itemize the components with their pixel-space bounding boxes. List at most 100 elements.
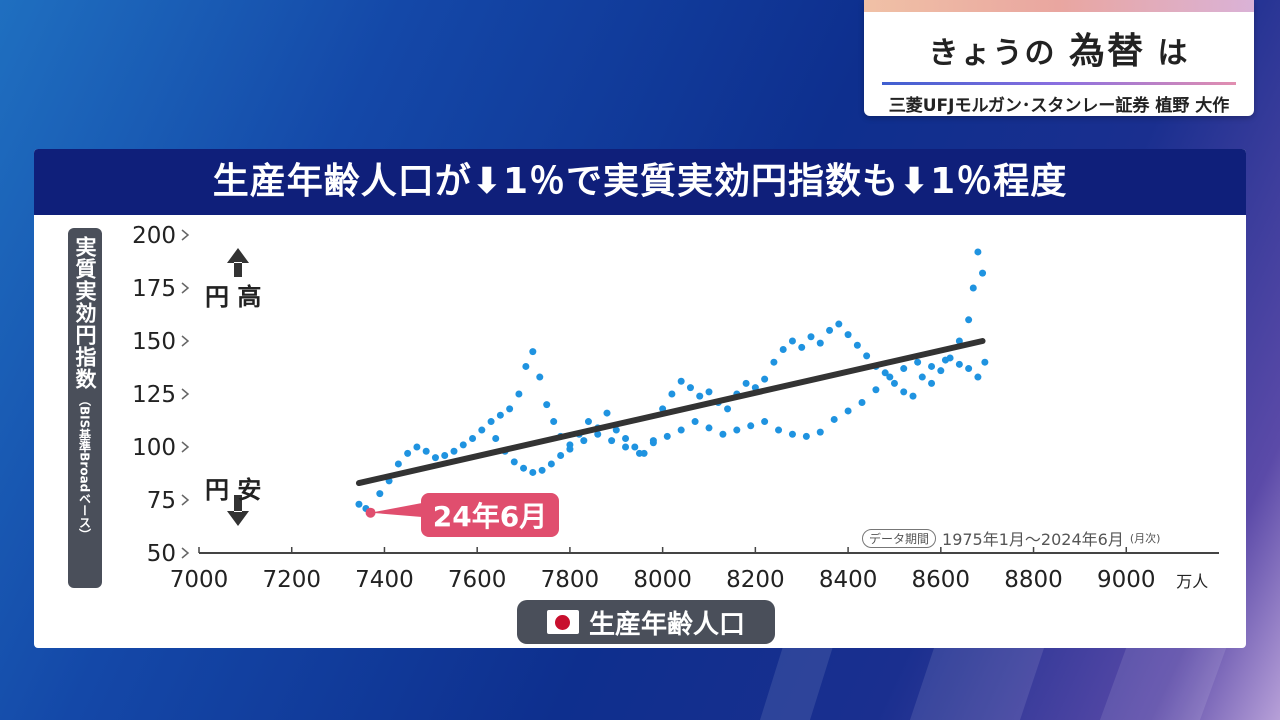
y-tick-arrow (181, 388, 190, 400)
data-point (937, 367, 945, 375)
data-point (807, 333, 815, 341)
data-point (965, 365, 973, 373)
data-point (566, 445, 574, 453)
x-tick-label: 9000 (1097, 567, 1156, 593)
scatter-chart: 7000 7200 7400 7600 7800 8000 8200 8400 8600 8800… (132, 223, 1219, 593)
data-point (663, 432, 671, 440)
data-point (969, 284, 977, 292)
direction-arrows (227, 248, 249, 526)
yen-low-label: 円 安 (205, 476, 262, 504)
period-tag: データ期間 (862, 528, 937, 548)
data-point (649, 439, 657, 447)
data-point (622, 443, 630, 451)
x-tick-label: 8000 (633, 567, 692, 593)
data-point (696, 392, 704, 400)
data-point (955, 360, 963, 368)
data-point (742, 379, 750, 387)
chart-panel: 生産年齢人口が⬇1％で実質実効円指数も⬇1％程度 7000 7200 7400 760… (34, 149, 1246, 648)
period-text: 1975年1月～2024年6月 (942, 530, 1124, 549)
data-point (798, 343, 806, 351)
data-point (979, 269, 987, 277)
data-point (816, 339, 824, 347)
data-point (853, 341, 861, 349)
data-point (510, 458, 518, 466)
data-point (478, 426, 486, 434)
data-point (543, 401, 551, 409)
x-axis-title-text: 生産年齢人口 (588, 609, 745, 640)
data-point (974, 373, 982, 381)
y-axis-title-main: 実質実効円指数 (73, 236, 97, 390)
data-point (802, 432, 810, 440)
data-point (863, 352, 871, 360)
data-point (844, 331, 852, 339)
data-point (918, 373, 926, 381)
x-tick-label: 7200 (262, 567, 321, 593)
data-point (686, 384, 694, 392)
data-point (724, 405, 732, 413)
data-point (431, 454, 439, 462)
ticker-topbar (864, 0, 1254, 12)
data-point (557, 451, 565, 459)
data-point (622, 435, 630, 443)
data-point (668, 390, 676, 398)
data-point (733, 426, 741, 434)
x-axis-title: 生産年齢人口 (517, 600, 775, 644)
y-tick-arrow (181, 441, 190, 453)
data-point (890, 379, 898, 387)
data-point (826, 326, 834, 334)
data-point (719, 430, 727, 438)
data-point (506, 405, 514, 413)
data-point (981, 358, 989, 366)
scatter-points (355, 248, 989, 517)
data-point (886, 373, 894, 381)
data-point (459, 441, 467, 449)
data-point (677, 377, 685, 385)
data-point (550, 418, 558, 426)
data-point (522, 362, 530, 370)
data-point (487, 418, 495, 426)
data-point (520, 464, 528, 472)
data-point (394, 460, 402, 468)
data-point (775, 426, 783, 434)
data-point (830, 415, 838, 423)
data-point (974, 248, 982, 256)
y-tick-arrow (181, 335, 190, 347)
data-point (422, 447, 430, 455)
data-point (788, 337, 796, 345)
data-point (529, 468, 537, 476)
data-point (900, 388, 908, 396)
data-point (677, 426, 685, 434)
data-point (761, 375, 769, 383)
data-point (705, 388, 713, 396)
data-point (965, 316, 973, 324)
program-ticker: きょうの 為替 は 三菱UFJモルガン･スタンレー証券 植野 大作 (864, 0, 1254, 116)
data-point (788, 430, 796, 438)
data-point (413, 443, 421, 451)
x-tick-label: 8400 (819, 567, 878, 593)
data-point (603, 409, 611, 417)
x-unit-label: 万人 (1176, 572, 1208, 591)
callout-pointer (365, 503, 422, 518)
y-axis-title: 実質実効円指数 （BIS基準Broadベース） (68, 228, 102, 588)
data-point (761, 418, 769, 426)
ticker-title-post: は (1157, 36, 1190, 71)
data-point (835, 320, 843, 328)
data-point (594, 430, 602, 438)
data-point (469, 435, 477, 443)
y-tick-label: 150 (132, 329, 176, 355)
data-point (492, 435, 500, 443)
data-point (816, 428, 824, 436)
y-tick-arrow (181, 282, 190, 294)
data-point (631, 443, 639, 451)
y-tick-label: 50 (147, 541, 176, 567)
y-tick-arrow (181, 547, 190, 559)
data-point (404, 449, 412, 457)
ticker-guest: 三菱UFJモルガン･スタンレー証券 植野 大作 (888, 96, 1230, 116)
data-point (909, 392, 917, 400)
x-tick-label: 7000 (170, 567, 229, 593)
trend-line (355, 338, 986, 487)
data-point (705, 424, 713, 432)
data-point (872, 386, 880, 394)
y-tick-label: 125 (132, 382, 176, 408)
data-point (858, 398, 866, 406)
